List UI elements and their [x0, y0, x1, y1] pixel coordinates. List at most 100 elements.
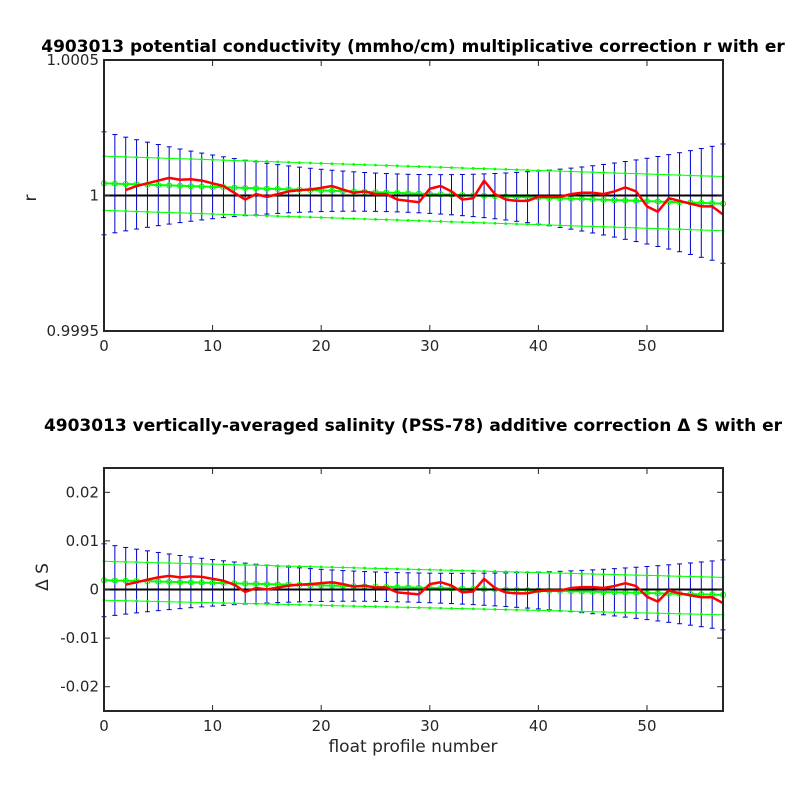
- fit-lower-marker: [482, 221, 486, 225]
- y-tick-label: 0: [89, 581, 99, 599]
- fit-upper-marker: [287, 160, 291, 164]
- fit-lower-marker: [167, 600, 171, 604]
- fit-lower-marker: [613, 225, 616, 229]
- fit-marker: [166, 182, 173, 189]
- fit-upper-marker: [493, 570, 497, 573]
- fit-lower-marker: [146, 599, 149, 603]
- y-tick-label: 1.0005: [47, 51, 100, 69]
- fit-upper-marker: [211, 158, 214, 162]
- y-axis-label: r: [21, 195, 41, 202]
- fit-upper-marker: [146, 156, 149, 160]
- fit-lower-marker: [667, 612, 671, 615]
- fit-upper-marker: [319, 565, 323, 569]
- fit-lower-marker: [395, 605, 399, 609]
- fit-upper-marker: [689, 575, 692, 578]
- fit-lower-marker: [319, 216, 323, 219]
- fit-marker: [600, 196, 607, 203]
- x-tick-label: 50: [637, 717, 656, 735]
- y-tick-label: 0.02: [66, 483, 99, 501]
- fit-lower-marker: [124, 209, 128, 213]
- fit-lower-marker: [232, 601, 236, 605]
- fit-upper-marker: [363, 163, 367, 167]
- x-tick-label: 30: [420, 337, 439, 355]
- fit-upper-marker: [124, 560, 128, 564]
- chart-panel-conductivity: 4903013 potential conductivity (mmho/cm)…: [21, 37, 785, 355]
- fit-upper-marker: [645, 573, 649, 577]
- fit-upper-marker: [482, 569, 486, 573]
- fit-marker: [198, 579, 205, 586]
- fit-lower-marker: [526, 608, 529, 612]
- fit-upper-marker: [710, 174, 714, 178]
- fit-lower-marker: [591, 225, 595, 228]
- x-tick-label: 10: [203, 337, 222, 355]
- fit-marker: [589, 196, 596, 203]
- fit-lower-marker: [417, 219, 421, 223]
- fit-lower-marker: [482, 607, 486, 611]
- fit-upper-marker: [536, 169, 540, 172]
- fit-lower-marker: [341, 604, 345, 608]
- fit-upper-marker: [634, 172, 638, 176]
- fit-lower-marker: [211, 212, 214, 216]
- fit-marker: [187, 183, 194, 190]
- fit-upper-marker: [406, 164, 410, 168]
- fit-lower-marker: [178, 600, 182, 604]
- fit-upper-marker: [656, 172, 660, 176]
- fit-marker: [426, 190, 433, 198]
- fit-upper-marker: [428, 165, 432, 169]
- fit-upper-marker: [232, 563, 236, 567]
- fit-lower-marker: [146, 210, 149, 214]
- fit-lower-marker: [493, 608, 497, 611]
- fit-marker: [263, 185, 270, 192]
- fit-marker: [166, 578, 173, 585]
- x-tick-label: 10: [203, 717, 222, 735]
- fit-upper-marker: [352, 163, 356, 166]
- fit-lower-marker: [591, 610, 595, 614]
- fit-lower-marker: [558, 609, 562, 613]
- fit-upper-marker: [200, 158, 204, 161]
- fit-upper-marker: [265, 160, 269, 163]
- fit-lower-marker: [450, 220, 453, 224]
- fit-upper-marker: [243, 563, 247, 567]
- fit-lower-marker: [298, 215, 301, 219]
- fit-lower-marker: [395, 218, 399, 222]
- fit-upper-marker: [363, 566, 367, 570]
- fit-upper-marker: [222, 158, 225, 162]
- fit-upper-marker: [200, 562, 204, 566]
- fit-lower-marker: [243, 213, 247, 217]
- fit-lower-marker: [265, 602, 269, 606]
- fit-lower-marker: [200, 212, 204, 216]
- fit-upper-marker: [167, 561, 171, 565]
- fit-upper-marker: [460, 569, 464, 572]
- fit-upper-marker: [374, 163, 377, 167]
- fit-upper-marker: [547, 571, 551, 575]
- fit-lower-marker: [558, 223, 562, 227]
- fit-marker: [328, 187, 336, 194]
- x-tick-label: 0: [99, 337, 109, 355]
- fit-upper-marker: [287, 564, 291, 568]
- fit-marker: [437, 585, 444, 592]
- fit-upper-marker: [710, 575, 714, 579]
- fit-marker: [155, 578, 162, 585]
- x-tick-label: 50: [637, 337, 656, 355]
- fit-lower-marker: [156, 210, 160, 214]
- fit-upper-marker: [330, 162, 334, 166]
- fit-lower-marker: [330, 604, 334, 607]
- fit-lower-marker: [450, 606, 453, 610]
- fit-lower-marker: [623, 226, 627, 229]
- fit-lower-marker: [363, 604, 367, 608]
- fit-upper-marker: [667, 173, 671, 177]
- fit-marker: [611, 196, 618, 204]
- fit-upper-marker: [113, 155, 117, 158]
- fit-lower-marker: [406, 218, 410, 222]
- fit-lower-marker: [178, 211, 182, 215]
- raw-series-line: [125, 176, 724, 216]
- fit-upper-marker: [156, 156, 160, 160]
- fit-upper-marker: [308, 161, 312, 165]
- fit-lower-marker: [352, 604, 356, 608]
- fit-marker: [176, 578, 184, 586]
- fit-upper-marker: [428, 568, 432, 572]
- fit-lower-marker: [384, 605, 388, 609]
- fit-upper-marker: [504, 167, 508, 171]
- fit-lower-marker: [113, 599, 117, 602]
